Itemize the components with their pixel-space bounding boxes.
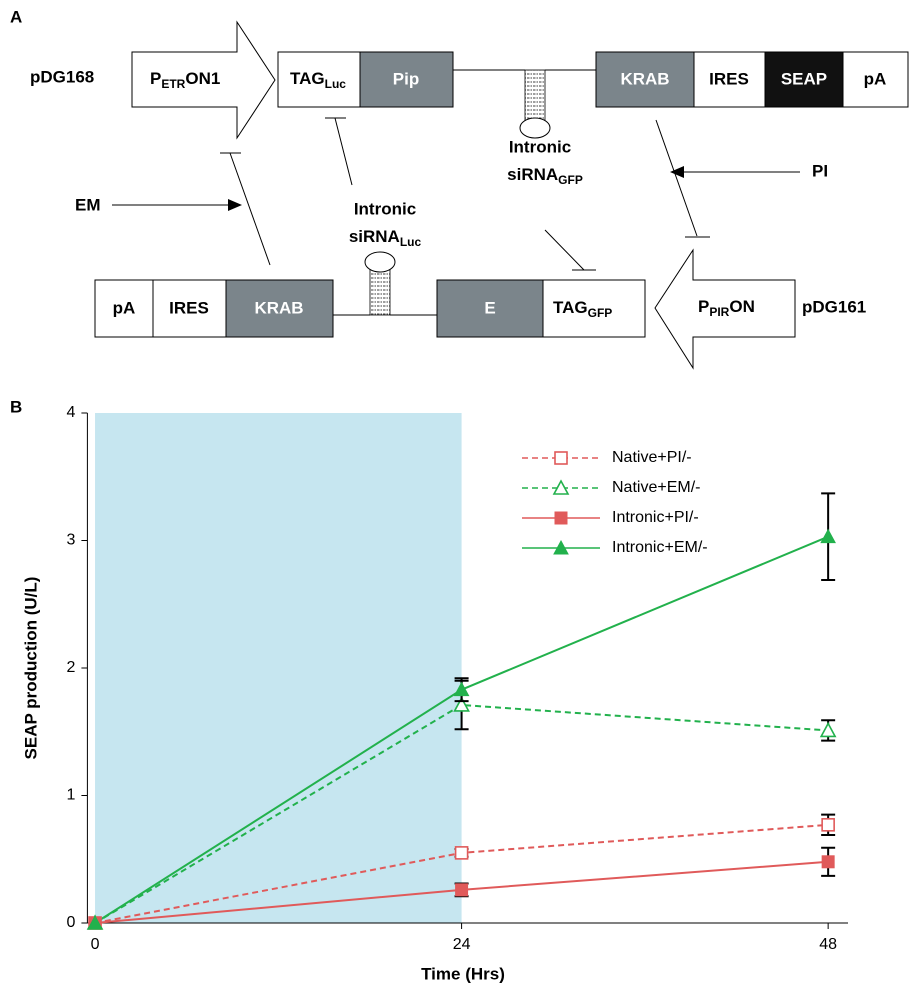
hairpin-stem: [525, 70, 545, 120]
gene-label: IRES: [709, 69, 749, 88]
gene-label: KRAB: [254, 298, 303, 317]
y-axis-title: SEAP production (U/L): [21, 577, 40, 760]
x-tick-label: 48: [819, 936, 837, 953]
data-point: [456, 884, 468, 896]
legend-label: Intronic+EM/-: [612, 539, 708, 556]
plasmid-label: pDG161: [802, 297, 866, 316]
data-point: [822, 819, 834, 831]
data-point: [456, 847, 468, 859]
sirna-label: Intronic: [509, 137, 571, 156]
hairpin-loop: [365, 252, 395, 272]
inhibition: [220, 153, 270, 265]
chart: Time (Hrs) SEAP production (U/L) 0 1 2 3 4 0 2…: [21, 404, 848, 983]
gene-label: E: [484, 298, 495, 317]
y-tick-label: 0: [66, 914, 75, 931]
y-tick-label: 4: [66, 404, 75, 421]
x-axis-title: Time (Hrs): [421, 964, 505, 983]
legend-label: Native+EM/-: [612, 479, 700, 496]
data-point: [821, 723, 835, 736]
sirna-label: siRNAGFP: [507, 165, 583, 187]
diagram: pDG168 PETRON1 TAGLuc Pip KRAB IRES SEAP…: [30, 22, 908, 368]
panel-label: B: [10, 397, 22, 416]
arrowhead: [670, 166, 684, 178]
shaded-region: [95, 413, 462, 923]
promoter-label: PETRON1: [150, 69, 220, 91]
y-tick-label: 1: [66, 787, 75, 804]
gene-label: SEAP: [781, 69, 827, 88]
hairpin-loop: [520, 118, 550, 138]
legend-marker: [555, 512, 567, 524]
sirna-label: siRNALuc: [349, 227, 422, 249]
hairpin-stem: [370, 268, 390, 315]
inducer-label: EM: [75, 195, 101, 214]
gene-label: pA: [113, 298, 136, 317]
inhibition: [325, 118, 352, 185]
legend-marker: [555, 452, 567, 464]
data-point: [821, 530, 835, 543]
gene-label: pA: [864, 69, 887, 88]
figure: A B pDG168 PETRON1 TAGLuc Pip KRAB IRES …: [0, 0, 912, 995]
data-point: [822, 856, 834, 868]
gene-label: Pip: [393, 69, 419, 88]
arrowhead: [228, 199, 242, 211]
x-tick-label: 24: [453, 936, 471, 953]
y-tick-label: 3: [66, 532, 75, 549]
legend-label: Intronic+PI/-: [612, 509, 699, 526]
plasmid-label: pDG168: [30, 67, 94, 86]
panel-label: A: [10, 7, 22, 26]
gene-label: KRAB: [620, 69, 669, 88]
x-tick-label: 0: [91, 936, 100, 953]
gene-label: IRES: [169, 298, 209, 317]
inhibition: [656, 120, 710, 237]
inhibition: [545, 230, 596, 270]
y-tick-label: 2: [66, 659, 75, 676]
legend-label: Native+PI/-: [612, 449, 692, 466]
inducer-label: PI: [812, 161, 828, 180]
sirna-label: Intronic: [354, 199, 416, 218]
